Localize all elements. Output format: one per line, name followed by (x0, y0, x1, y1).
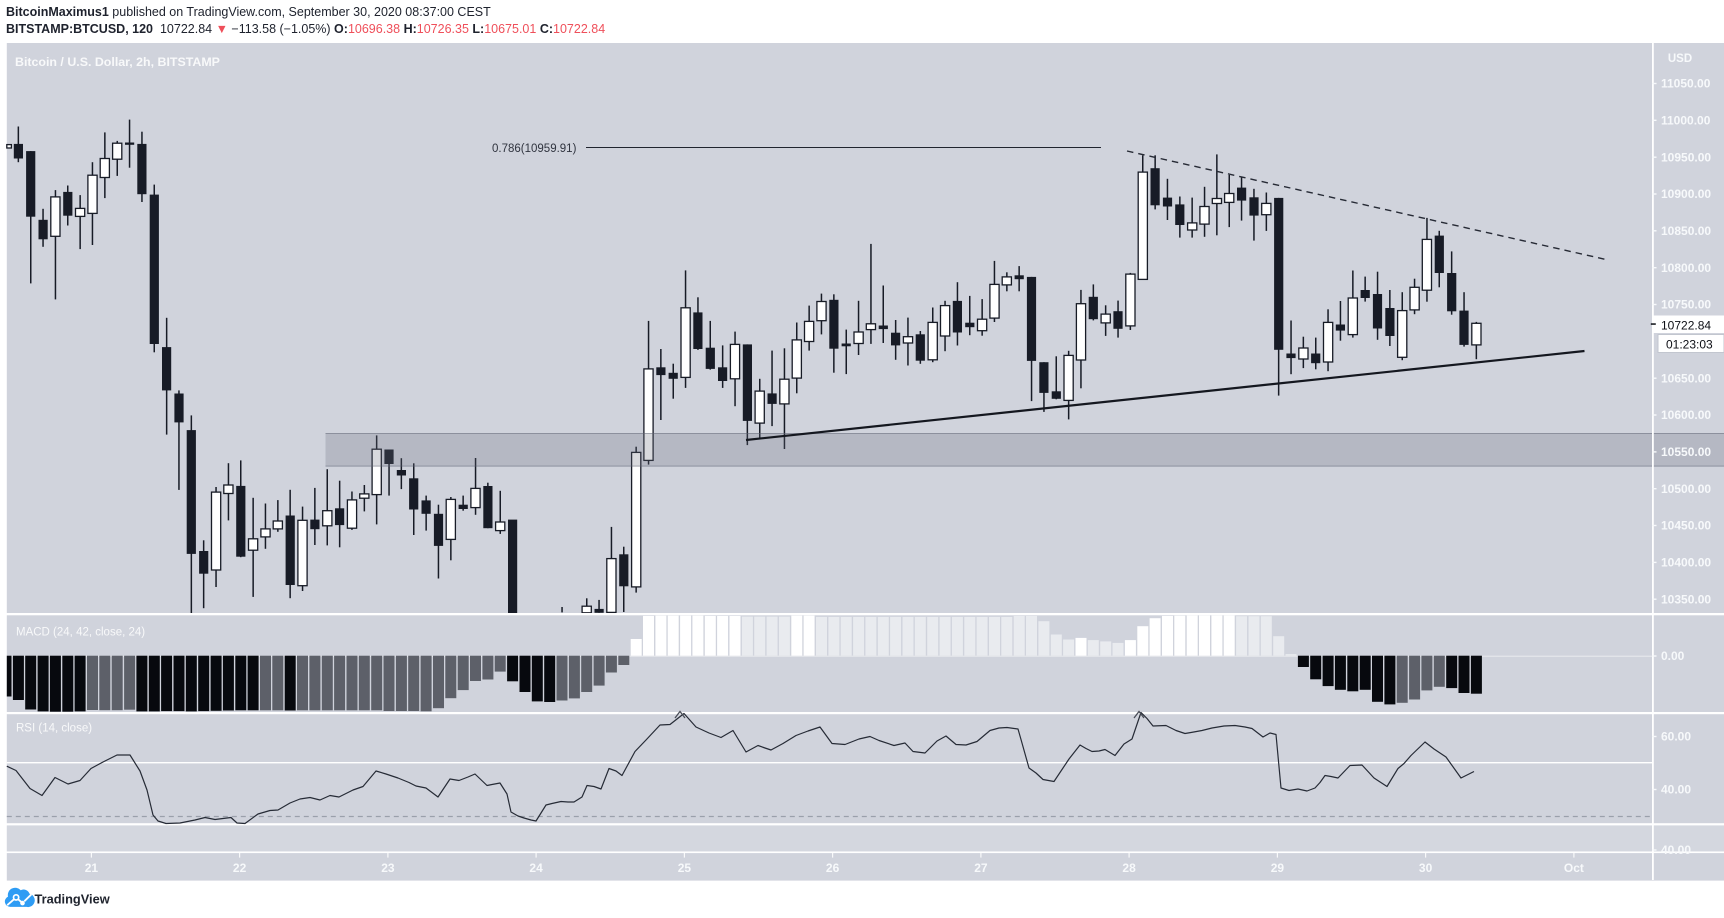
svg-text:Oct: Oct (1564, 861, 1584, 875)
svg-text:10850.00: 10850.00 (1661, 224, 1711, 238)
svg-text:28: 28 (1122, 861, 1136, 875)
svg-text:27: 27 (974, 861, 988, 875)
svg-text:25: 25 (678, 861, 692, 875)
svg-text:0.00: 0.00 (1661, 649, 1685, 663)
svg-text:RSI (14, close): RSI (14, close) (16, 723, 92, 735)
svg-text:11050.00: 11050.00 (1661, 77, 1711, 91)
svg-text:10350.00: 10350.00 (1661, 592, 1711, 606)
svg-text:26: 26 (826, 861, 840, 875)
svg-text:10650.00: 10650.00 (1661, 371, 1711, 385)
svg-text:40.00: 40.00 (1661, 783, 1691, 797)
svg-text:10900.00: 10900.00 (1661, 187, 1711, 201)
svg-text:10722.84: 10722.84 (1661, 319, 1711, 333)
svg-text:60.00: 60.00 (1661, 730, 1691, 744)
svg-text:0.786(10959.91): 0.786(10959.91) (492, 143, 577, 155)
svg-text:30: 30 (1419, 861, 1433, 875)
svg-text:10450.00: 10450.00 (1661, 519, 1711, 533)
svg-text:MACD (24, 42, close, 24): MACD (24, 42, close, 24) (16, 627, 145, 639)
svg-text:10550.00: 10550.00 (1661, 445, 1711, 459)
svg-text:22: 22 (233, 861, 247, 875)
svg-text:40.00: 40.00 (1661, 843, 1691, 857)
svg-text:29: 29 (1271, 861, 1285, 875)
svg-text:10500.00: 10500.00 (1661, 482, 1711, 496)
svg-text:23: 23 (381, 861, 395, 875)
svg-text:Bitcoin / U.S. Dollar, 2h, BIT: Bitcoin / U.S. Dollar, 2h, BITSTAMP (15, 55, 220, 69)
svg-text:TradingView: TradingView (35, 892, 110, 907)
svg-text:01:23:03: 01:23:03 (1666, 338, 1713, 352)
svg-text:24: 24 (529, 861, 543, 875)
svg-text:11000.00: 11000.00 (1661, 114, 1711, 128)
svg-text:10750.00: 10750.00 (1661, 298, 1711, 312)
svg-text:10400.00: 10400.00 (1661, 556, 1711, 570)
svg-text:10600.00: 10600.00 (1661, 408, 1711, 422)
svg-text:10800.00: 10800.00 (1661, 261, 1711, 275)
svg-text:21: 21 (85, 861, 99, 875)
svg-text:10950.00: 10950.00 (1661, 150, 1711, 164)
svg-text:USD: USD (1668, 53, 1692, 65)
